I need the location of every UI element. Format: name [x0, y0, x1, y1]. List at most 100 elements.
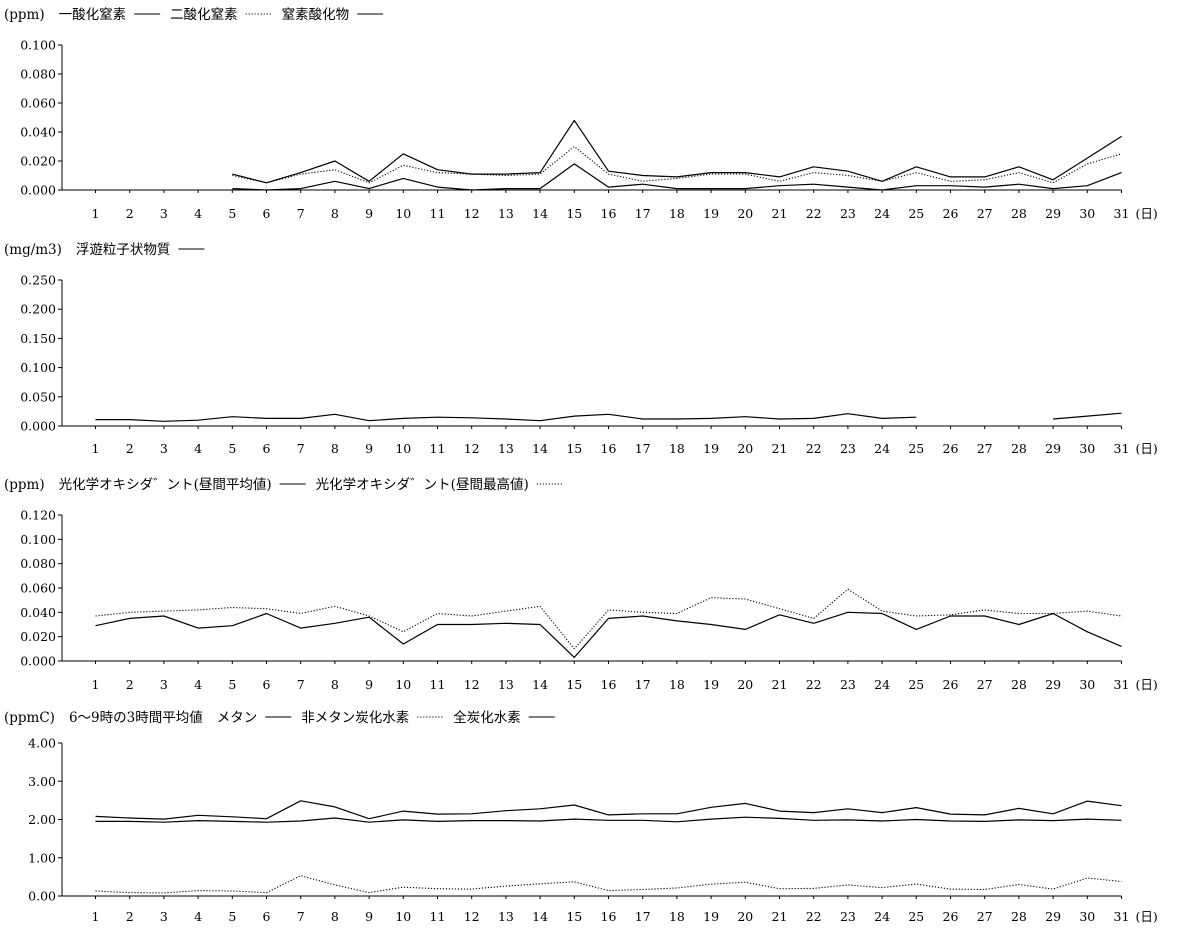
- x-tick-label: 23: [840, 677, 856, 692]
- x-tick-label: 8: [331, 677, 339, 692]
- series-line-2: [95, 875, 1122, 894]
- x-tick-label: 17: [635, 677, 651, 692]
- y-tick-label: 0.100: [20, 360, 56, 375]
- chart-header: (mg/m3) 浮遊粒子状物質: [4, 242, 170, 258]
- x-tick-label: 25: [908, 441, 924, 456]
- x-tick-label: 25: [908, 677, 924, 692]
- chart-header: (ppm) 一酸化窒素 二酸化窒素 窒素酸化物: [4, 6, 349, 23]
- x-tick-label: 8: [331, 909, 339, 924]
- x-tick-label: 29: [1045, 441, 1061, 456]
- x-tick-label: 13: [498, 441, 514, 456]
- x-tick-label: 23: [840, 909, 856, 924]
- x-tick-label: 5: [228, 909, 236, 924]
- y-tick-label: 0.100: [20, 532, 56, 547]
- x-tick-label: 27: [977, 206, 993, 221]
- x-tick-label: 11: [430, 677, 446, 692]
- series-line-2: [232, 145, 1122, 184]
- x-tick-label: 25: [908, 909, 924, 924]
- x-tick-label: 11: [430, 206, 446, 221]
- x-tick-label: 26: [943, 909, 959, 924]
- x-tick-label: 27: [977, 909, 993, 924]
- y-tick-label: 0.250: [20, 273, 56, 288]
- legend-label: 全炭化水素: [453, 709, 521, 726]
- y-tick-label: 0.060: [20, 581, 56, 596]
- x-tick-label: 5: [228, 677, 236, 692]
- x-tick-label: 31: [1114, 909, 1130, 924]
- x-tick-label: 2: [126, 206, 134, 221]
- y-tick-label: 1.00: [28, 850, 56, 865]
- x-tick-label: 23: [840, 441, 856, 456]
- x-tick-label: 31: [1114, 677, 1130, 692]
- x-tick-label: 20: [737, 909, 753, 924]
- series-line-1: [95, 412, 1122, 422]
- series-line-1: [95, 816, 1122, 823]
- legend-label: メタン: [217, 710, 258, 726]
- x-tick-label: 7: [297, 441, 305, 456]
- x-tick-label: 5: [228, 206, 236, 221]
- y-tick-label: 0.120: [20, 508, 56, 523]
- x-tick-label: 24: [874, 206, 890, 221]
- y-tick-label: 0.00: [28, 889, 56, 904]
- y-tick-label: 0.150: [20, 331, 56, 346]
- x-tick-label: 26: [943, 441, 959, 456]
- x-tick-label: 19: [703, 677, 719, 692]
- x-tick-label: 18: [669, 677, 685, 692]
- y-tick-label: 0.080: [20, 556, 56, 571]
- x-tick-label: 18: [669, 206, 685, 221]
- x-tick-label: 28: [1011, 441, 1027, 456]
- x-tick-label: 1: [92, 909, 100, 924]
- x-tick-label: 7: [297, 909, 305, 924]
- x-tick-label: 15: [566, 206, 582, 221]
- x-tick-label: 28: [1011, 909, 1027, 924]
- legend-label: 一酸化窒素: [59, 6, 127, 23]
- x-tick-label: 21: [772, 677, 788, 692]
- x-tick-label: 28: [1011, 206, 1027, 221]
- x-tick-label: 10: [395, 206, 411, 221]
- x-tick-label: 19: [703, 206, 719, 221]
- x-tick-label: 22: [806, 441, 822, 456]
- x-tick-label: 12: [464, 441, 480, 456]
- y-tick-label: 0.000: [20, 183, 56, 198]
- x-tick-label: 5: [228, 441, 236, 456]
- x-tick-label: 4: [194, 677, 202, 692]
- x-tick-label: 29: [1045, 206, 1061, 221]
- y-tick-label: 0.000: [20, 654, 56, 669]
- legend-label: 非メタン炭化水素: [301, 710, 409, 726]
- y-tick-label: 0.000: [20, 419, 56, 434]
- x-tick-label: 24: [874, 677, 890, 692]
- x-tick-label: 9: [365, 206, 373, 221]
- x-tick-label: 4: [194, 909, 202, 924]
- x-tick-label: 4: [194, 206, 202, 221]
- x-tick-label: 18: [669, 441, 685, 456]
- x-tick-label: 27: [977, 441, 993, 456]
- x-tick-label: 12: [464, 206, 480, 221]
- x-tick-label: 15: [566, 909, 582, 924]
- x-tick-label: 21: [772, 909, 788, 924]
- x-tick-label: 13: [498, 206, 514, 221]
- x-tick-label: 11: [430, 909, 446, 924]
- x-tick-label: 2: [126, 677, 134, 692]
- y-tick-label: 0.060: [20, 96, 56, 111]
- x-tick-label: 20: [737, 441, 753, 456]
- x-tick-label: 26: [943, 206, 959, 221]
- x-tick-label: 12: [464, 677, 480, 692]
- x-tick-label: 15: [566, 677, 582, 692]
- chart-title: 6～9時の3時間平均値: [69, 710, 203, 726]
- x-tick-label: 6: [263, 677, 271, 692]
- x-tick-label: 31: [1114, 441, 1130, 456]
- x-tick-label: 17: [635, 909, 651, 924]
- x-tick-label: 27: [977, 677, 993, 692]
- x-tick-label: 2: [126, 441, 134, 456]
- x-tick-label: 13: [498, 909, 514, 924]
- x-tick-label: 13: [498, 677, 514, 692]
- x-tick-label: 14: [532, 677, 548, 692]
- x-tick-label: 7: [297, 206, 305, 221]
- x-tick-label: 19: [703, 909, 719, 924]
- x-tick-label: 3: [160, 677, 168, 692]
- series-line-3: [95, 800, 1122, 820]
- x-unit-label: (日): [1136, 677, 1158, 692]
- x-tick-label: 14: [532, 909, 548, 924]
- y-tick-label: 0.020: [20, 629, 56, 644]
